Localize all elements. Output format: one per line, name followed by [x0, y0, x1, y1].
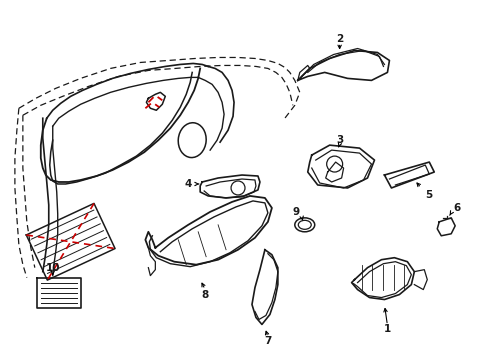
Text: 10: 10: [45, 263, 60, 273]
Text: 4: 4: [184, 179, 191, 189]
Text: 3: 3: [335, 135, 343, 145]
Text: 7: 7: [264, 336, 271, 346]
Text: 9: 9: [292, 207, 299, 217]
Text: 2: 2: [335, 33, 343, 44]
Text: 8: 8: [201, 289, 208, 300]
Text: 6: 6: [453, 203, 460, 213]
Text: 5: 5: [425, 190, 432, 200]
Text: 1: 1: [383, 324, 390, 334]
